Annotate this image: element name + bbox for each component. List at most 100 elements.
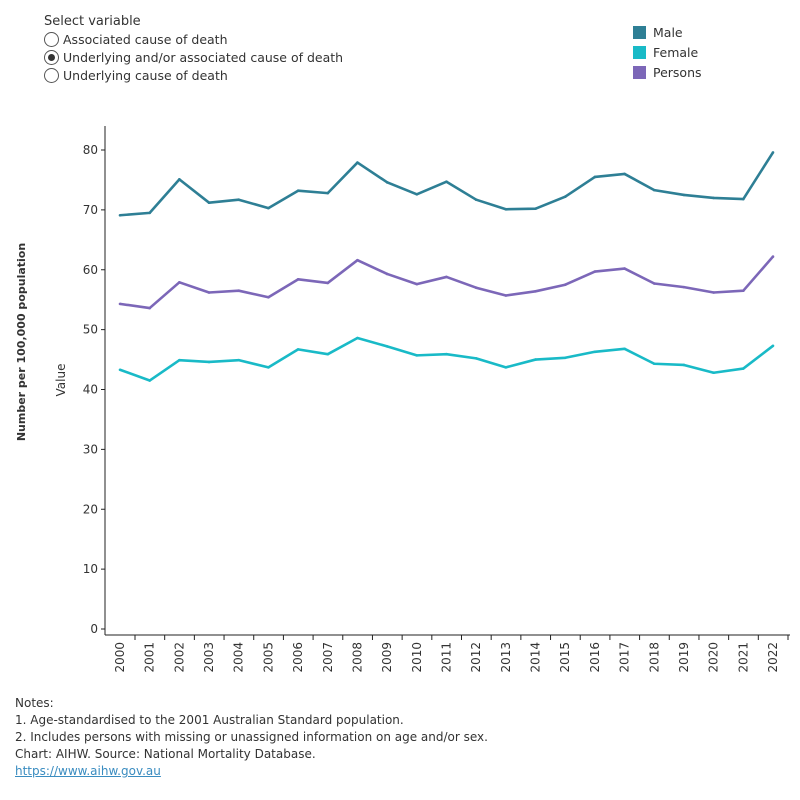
aihw-link[interactable]: https://www.aihw.gov.au [15,764,161,778]
legend: Male Female Persons [633,22,702,82]
legend-item-persons[interactable]: Persons [633,62,702,82]
note-line: 2. Includes persons with missing or unas… [15,730,488,744]
data-point-male [504,207,508,211]
radio-associated[interactable]: Associated cause of death [44,32,228,47]
radio-underlying-and-associated[interactable]: Underlying and/or associated cause of de… [44,50,343,65]
data-point-female [445,352,448,356]
series-line-female [119,336,774,382]
data-point-female [742,367,745,370]
y-axis-inner-title: Value [54,364,68,397]
x-tick-label: 2006 [291,642,305,673]
y-tick-label: 30 [83,442,98,456]
data-point-female [534,358,537,361]
y-tick-label: 70 [83,203,98,217]
series-line-male [119,151,775,217]
legend-swatch [633,65,646,79]
y-tick-label: 50 [83,323,98,337]
data-point-female [682,363,686,367]
data-point-male [771,151,775,154]
data-point-female [237,358,241,362]
data-point-female [771,344,775,348]
radio-icon[interactable] [44,32,59,47]
data-point-persons [148,306,151,310]
data-point-male [148,211,151,215]
data-point-male [593,175,597,179]
x-tick-label: 2007 [321,642,335,673]
data-point-persons [385,272,389,276]
radio-label: Underlying cause of death [63,68,228,83]
x-tick-label: 2013 [499,642,513,673]
x-tick-label: 2002 [172,642,186,673]
y-tick-label: 20 [83,502,98,516]
x-tick-label: 2009 [380,642,394,673]
legend-swatch [633,45,646,59]
radio-icon[interactable] [44,68,59,83]
data-point-male [563,195,567,199]
data-point-female [296,348,300,351]
data-point-persons [742,289,745,293]
note-line: 1. Age-standardised to the 2001 Australi… [15,713,404,727]
data-point-persons [504,294,508,297]
data-point-persons [207,291,211,294]
y-tick-label: 60 [83,263,98,277]
data-point-female [504,366,508,369]
y-tick-label: 10 [83,562,98,576]
source-line: Chart: AIHW. Source: National Mortality … [15,747,316,761]
legend-item-female[interactable]: Female [633,42,702,62]
data-point-female [385,345,389,348]
y-tick-label: 80 [83,143,98,157]
data-point-persons [415,282,419,286]
x-tick-label: 2012 [469,642,483,673]
data-point-persons [326,281,330,285]
legend-label: Female [653,44,699,60]
x-tick-label: 2001 [143,642,157,673]
x-tick-label: 2000 [113,642,127,673]
data-point-male [118,213,122,217]
data-point-female [356,336,359,340]
data-point-male [178,178,181,181]
x-tick-label: 2020 [707,642,721,673]
data-point-persons [356,258,359,262]
data-point-female [148,379,151,382]
data-point-male [237,198,241,201]
data-point-male [682,193,686,197]
data-point-male [207,201,211,204]
data-point-male [742,197,745,201]
data-point-female [474,357,478,360]
y-tick-label: 40 [83,383,98,397]
x-tick-label: 2003 [202,642,216,673]
data-point-female [207,360,211,364]
data-point-persons [623,267,626,270]
data-point-female [563,356,567,360]
y-axis-title: Number per 100,000 population [15,243,28,441]
data-point-male [385,181,389,184]
legend-label: Persons [653,64,702,80]
x-tick-label: 2005 [261,642,275,673]
data-point-persons [267,295,270,299]
data-point-persons [178,281,181,284]
radio-underlying[interactable]: Underlying cause of death [44,68,228,83]
notes: Notes: 1. Age-standardised to the 2001 A… [15,695,488,780]
data-point-male [296,189,300,193]
legend-label: Male [653,24,683,40]
data-point-male [474,198,478,201]
data-point-male [356,161,359,164]
data-point-persons [771,255,775,258]
data-point-persons [296,278,300,281]
radio-label: Associated cause of death [63,32,228,47]
x-tick-label: 2011 [440,642,454,673]
data-point-persons [118,302,122,306]
data-point-persons [712,291,715,294]
radio-selected-icon[interactable] [44,50,59,65]
data-point-female [712,371,715,375]
data-point-persons [534,290,537,293]
legend-item-male[interactable]: Male [633,22,702,42]
data-point-male [712,196,715,200]
data-point-female [415,354,419,357]
x-tick-label: 2021 [736,642,750,673]
y-tick-label: 0 [90,622,98,636]
data-point-persons [237,289,241,293]
x-tick-label: 2019 [677,642,691,673]
line-chart: Number per 100,000 population Value 0 10 2… [15,126,790,673]
